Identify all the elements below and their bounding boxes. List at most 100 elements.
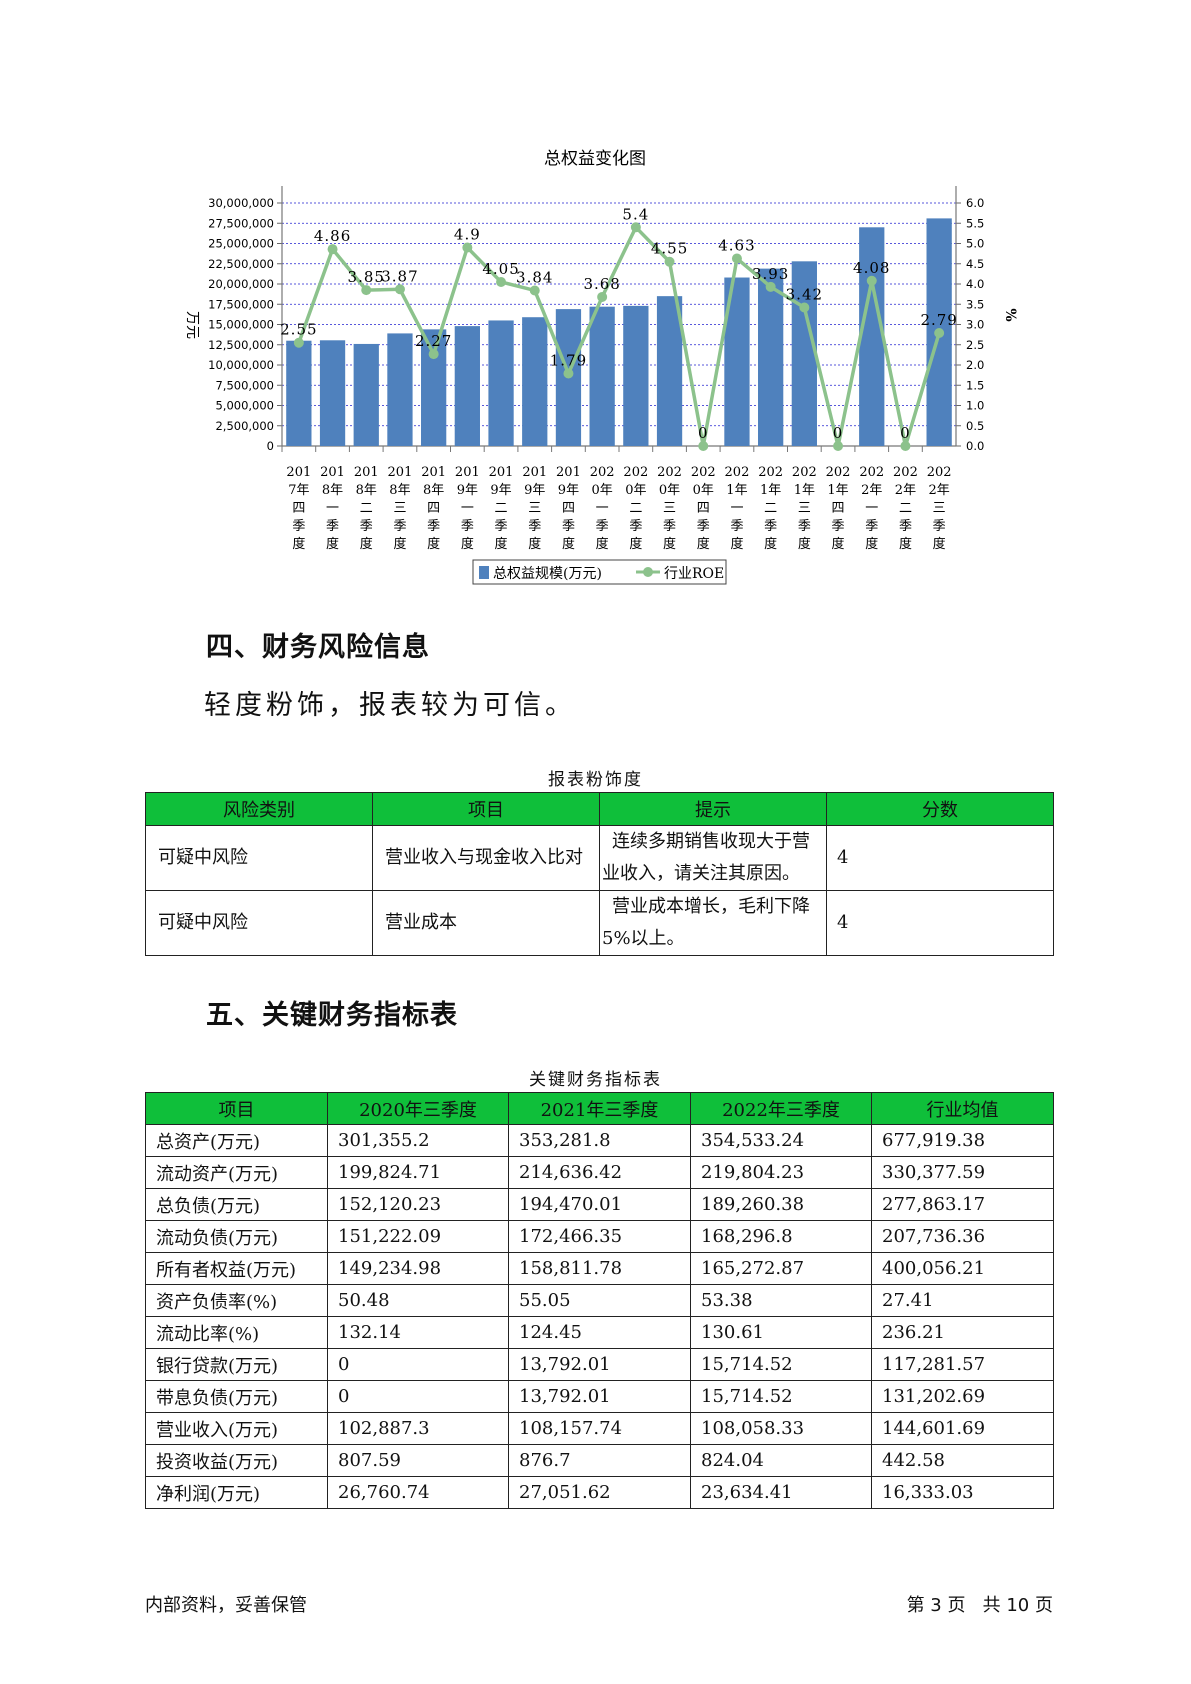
kpi-value-cell: 354,533.24 <box>690 1124 872 1157</box>
footer-confidential: 内部资料，妥善保管 <box>145 1595 307 1616</box>
kpi-value-cell: 168,296.8 <box>690 1220 872 1253</box>
roe-data-label: 3.87 <box>381 267 418 285</box>
x-tick-label: 度 <box>764 536 777 552</box>
x-tick-label: 度 <box>832 536 845 552</box>
y2-tick-label: 2.0 <box>966 358 984 372</box>
roe-data-label: 4.05 <box>482 260 519 278</box>
y2-tick-label: 3.0 <box>966 318 984 332</box>
roe-data-label: 2.55 <box>280 321 317 339</box>
roe-data-label: 3.85 <box>348 268 385 286</box>
x-tick-label: 202 <box>590 465 615 480</box>
x-tick-label: 8年 <box>423 483 444 498</box>
risk-score-cell: 4 <box>826 825 1054 891</box>
roe-point <box>529 285 540 296</box>
bar <box>286 340 312 446</box>
x-tick-label: 季 <box>393 519 406 534</box>
table-row: 净利润(万元) 26,760.74 27,051.62 23,634.41 16,333… <box>145 1476 1054 1509</box>
risk-score-cell: 4 <box>826 890 1054 956</box>
risk-col-header: 提示 <box>599 792 827 826</box>
y-tick-label: 0 <box>267 439 274 453</box>
x-tick-label: 202 <box>725 465 750 480</box>
kpi-value-cell: 824.04 <box>690 1444 872 1477</box>
x-tick-label: 202 <box>826 465 851 480</box>
risk-item-cell: 营业收入与现金收入比对 <box>372 825 600 891</box>
roe-data-label: 0 <box>900 424 911 442</box>
kpi-value-cell: 165,272.87 <box>690 1252 872 1285</box>
y-tick-label: 12,500,000 <box>208 338 274 352</box>
x-tick-label: 202 <box>792 465 817 480</box>
y-tick-label: 7,500,000 <box>215 378 274 392</box>
x-tick-label: 二 <box>629 501 642 516</box>
x-tick-label: 度 <box>461 536 474 552</box>
y2-tick-label: 0.5 <box>966 419 984 433</box>
roe-data-label: 0 <box>833 424 844 442</box>
table-row: 银行贷款(万元) 0 13,792.01 15,714.52 117,281.57 <box>145 1348 1054 1381</box>
y2-tick-label: 0.0 <box>966 439 984 453</box>
x-tick-label: 201 <box>489 465 514 480</box>
x-tick-label: 季 <box>528 519 541 534</box>
kpi-value-cell: 50.48 <box>327 1284 509 1317</box>
kpi-value-cell: 108,157.74 <box>508 1412 691 1445</box>
x-tick-label: 三 <box>933 501 946 516</box>
roe-data-label: 4.55 <box>651 240 688 258</box>
bar <box>859 227 885 446</box>
x-tick-label: 201 <box>286 465 311 480</box>
kpi-value-cell: 26,760.74 <box>327 1476 509 1509</box>
roe-point <box>496 276 507 287</box>
x-tick-label: 季 <box>865 519 878 534</box>
x-tick-label: 季 <box>663 519 676 534</box>
kpi-label-cell: 投资收益(万元) <box>145 1444 328 1477</box>
bar <box>454 326 480 446</box>
bar <box>522 317 548 446</box>
x-tick-label: 度 <box>427 536 440 552</box>
x-tick-label: 季 <box>495 519 508 534</box>
roe-data-label: 5.4 <box>622 205 649 223</box>
x-tick-label: 季 <box>697 519 710 534</box>
x-tick-label: 四 <box>427 501 440 516</box>
x-tick-label: 201 <box>320 465 345 480</box>
kpi-label-cell: 总负债(万元) <box>145 1188 328 1221</box>
bar <box>623 305 649 446</box>
roe-data-label: 1.79 <box>550 352 587 370</box>
x-tick-label: 2年 <box>861 483 882 498</box>
x-tick-label: 201 <box>388 465 413 480</box>
bar <box>589 306 615 446</box>
roe-data-label: 3.68 <box>583 275 620 293</box>
footer-page-number: 第 3 页 共 10 页 <box>906 1595 1053 1616</box>
roe-data-label: 2.27 <box>415 332 452 350</box>
roe-point <box>563 368 574 379</box>
y-tick-label: 17,500,000 <box>208 297 274 311</box>
kpi-value-cell: 0 <box>327 1380 509 1413</box>
kpi-value-cell: 15,714.52 <box>690 1380 872 1413</box>
roe-point <box>597 291 608 302</box>
table-row: 可疑中风险 营业成本 营业成本增长，毛利下降5%以上。 4 <box>145 890 1054 956</box>
bar <box>758 268 784 446</box>
x-tick-label: 度 <box>393 536 406 552</box>
kpi-value-cell: 151,222.09 <box>327 1220 509 1253</box>
y-tick-label: 27,500,000 <box>208 216 274 230</box>
roe-data-label: 0 <box>698 424 709 442</box>
table-row: 带息负债(万元) 0 13,792.01 15,714.52 131,202.69 <box>145 1380 1054 1413</box>
roe-data-label: 3.42 <box>786 285 823 303</box>
roe-point <box>866 275 877 286</box>
roe-point <box>428 349 439 360</box>
y2-tick-label: 5.5 <box>966 216 984 230</box>
x-tick-label: 201 <box>421 465 446 480</box>
y-tick-label: 5,000,000 <box>215 399 274 413</box>
x-tick-label: 202 <box>893 465 918 480</box>
risk-table: 风险类别 项目 提示 分数 可疑中风险 营业收入与现金收入比对 连续多期销售收现… <box>145 792 1054 956</box>
risk-col-header: 项目 <box>372 792 600 826</box>
kpi-value-cell: 149,234.98 <box>327 1252 509 1285</box>
roe-point <box>327 244 338 255</box>
table-row: 可疑中风险 营业收入与现金收入比对 连续多期销售收现大于营业收入，请关注其原因。… <box>145 825 1054 891</box>
x-tick-label: 0年 <box>592 483 613 498</box>
kpi-col-header: 2020年三季度 <box>327 1092 509 1125</box>
table-row: 总资产(万元) 301,355.2 353,281.8 354,533.24 677,9… <box>145 1124 1054 1157</box>
kpi-value-cell: 131,202.69 <box>871 1380 1054 1413</box>
x-tick-label: 三 <box>663 501 676 516</box>
risk-category-cell: 可疑中风险 <box>145 825 373 891</box>
roe-point <box>394 284 405 295</box>
table-row: 流动资产(万元) 199,824.71 214,636.42 219,804.23 33… <box>145 1156 1054 1189</box>
table-row: 营业收入(万元) 102,887.3 108,157.74 108,058.33 144… <box>145 1412 1054 1445</box>
kpi-value-cell: 677,919.38 <box>871 1124 1054 1157</box>
